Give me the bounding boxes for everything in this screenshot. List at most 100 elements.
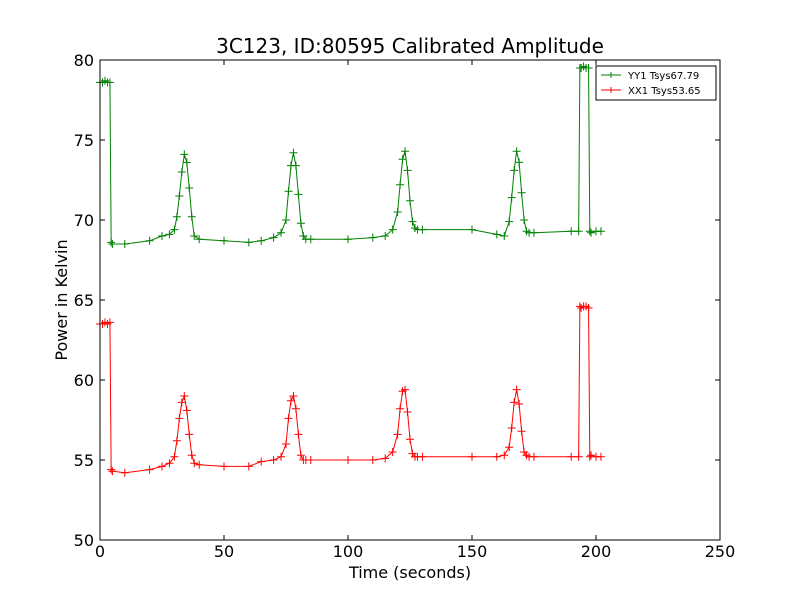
data-point (567, 452, 576, 461)
legend: YY1 Tsys67.79 XX1 Tsys53.65 (595, 65, 717, 101)
data-point (587, 228, 596, 237)
data-point (195, 460, 204, 469)
legend-label-xx1: XX1 Tsys53.65 (628, 86, 701, 97)
legend-label-yy1: YY1 Tsys67.79 (627, 71, 699, 82)
data-point (403, 166, 412, 175)
data-point (257, 236, 266, 245)
data-point (165, 459, 174, 468)
data-point (492, 230, 501, 239)
y-tick-label: 55 (74, 451, 94, 470)
data-point (269, 456, 278, 464)
data-point (512, 147, 521, 156)
data-point (388, 225, 397, 234)
data-point (105, 78, 114, 87)
data-point (296, 219, 305, 228)
data-point (107, 465, 116, 474)
data-point (510, 166, 519, 175)
data-point (393, 430, 402, 439)
data-point (388, 448, 397, 456)
data-point (170, 225, 179, 234)
data-point (220, 462, 228, 471)
data-point (515, 400, 524, 408)
data-point (344, 456, 352, 464)
x-tick-label: 50 (214, 542, 234, 561)
data-point (398, 155, 407, 164)
data-point (257, 457, 266, 466)
data-point (180, 392, 189, 400)
data-point (170, 452, 179, 461)
data-point (185, 430, 194, 439)
data-point (517, 188, 526, 197)
data-point (517, 427, 526, 436)
data-point (177, 398, 186, 407)
data-point (505, 217, 514, 226)
legend-marker-xx1 (608, 87, 614, 93)
data-point (187, 212, 196, 221)
data-point (306, 235, 315, 244)
data-point (401, 385, 410, 394)
legend-box (595, 65, 717, 101)
data-point (406, 435, 414, 444)
data-point (296, 451, 305, 460)
data-point (368, 233, 377, 242)
y-tick-label: 75 (74, 131, 94, 150)
data-point (468, 452, 476, 461)
data-point (512, 385, 521, 394)
data-point (520, 216, 529, 224)
data-point (584, 304, 593, 312)
data-point (396, 180, 405, 189)
data-point (172, 436, 181, 445)
data-point (145, 236, 154, 245)
data-point (145, 465, 154, 474)
data-point (175, 414, 184, 423)
data-point (190, 459, 199, 468)
series-1 (96, 302, 605, 477)
data-point (182, 158, 191, 167)
data-point (286, 396, 295, 405)
data-point (574, 452, 583, 461)
data-point (177, 168, 186, 176)
data-point (381, 454, 390, 463)
data-point (368, 456, 377, 464)
data-point (418, 225, 427, 234)
data-point (187, 451, 196, 460)
data-point (587, 451, 596, 460)
data-point (108, 467, 117, 476)
data-point (492, 452, 501, 461)
data-point (418, 452, 427, 461)
data-point (269, 233, 278, 242)
data-point (289, 148, 298, 157)
data-point (403, 408, 412, 416)
data-point (530, 228, 538, 237)
data-point (507, 193, 516, 202)
legend-marker-yy1 (608, 72, 614, 78)
data-point (175, 192, 184, 200)
data-point (284, 187, 293, 196)
y-axis-title: Power in Kelvin (52, 239, 71, 360)
data-point (180, 150, 189, 159)
x-tick-label: 0 (95, 542, 105, 561)
data-point (172, 212, 181, 221)
data-point (505, 443, 514, 452)
data-point (515, 158, 524, 167)
y-tick-label: 60 (74, 371, 94, 390)
data-point (306, 456, 315, 464)
data-point (396, 404, 405, 413)
data-point (584, 64, 593, 72)
data-point (282, 216, 290, 224)
y-tick-label: 50 (74, 531, 94, 550)
data-point (401, 147, 410, 156)
data-point (158, 232, 166, 240)
data-point (344, 235, 352, 244)
y-tick-label: 65 (74, 291, 94, 310)
data-point (596, 227, 605, 236)
data-point (108, 240, 117, 248)
chart-title: 3C123, ID:80595 Calibrated Amplitude (216, 34, 604, 58)
x-tick-label: 200 (581, 542, 612, 561)
data-point (289, 392, 298, 400)
data-point (120, 240, 129, 248)
data-point (291, 161, 300, 170)
data-point (294, 430, 303, 439)
